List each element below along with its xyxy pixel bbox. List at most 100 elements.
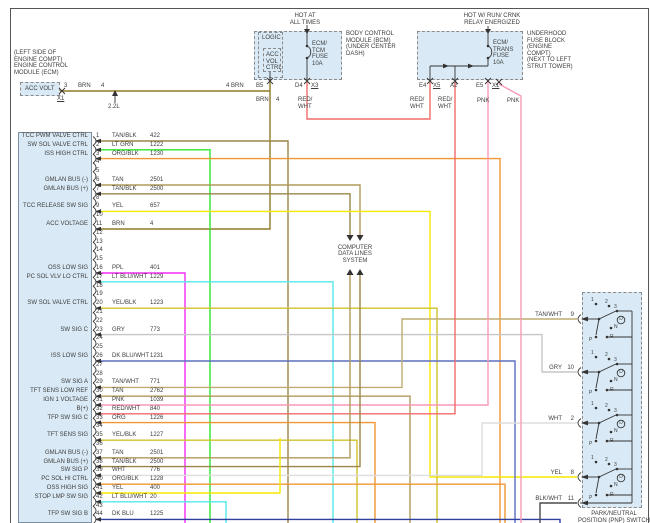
pin-arc <box>92 241 97 252</box>
wire-arrow <box>95 411 101 416</box>
cdl-down-arrow <box>356 235 364 241</box>
wire-iss-low-1231 <box>96 360 516 523</box>
pin-arc <box>92 364 97 375</box>
underhood-fuse-block-box <box>417 31 523 80</box>
bcm-acc-vol-ctrl-box <box>263 48 281 72</box>
wire-pc-sol-hi-1228 <box>96 483 506 523</box>
switch-blade-upper <box>598 468 617 478</box>
switch-blade-upper <box>598 310 617 320</box>
wire-arrow <box>95 482 101 487</box>
d-contact-circle <box>616 368 626 378</box>
pin-x <box>426 77 434 85</box>
pin-arc <box>92 232 97 243</box>
wire-sw-sol-1222 <box>96 149 211 523</box>
down-arrow <box>304 29 310 34</box>
wire-arrow <box>95 464 101 469</box>
pin-arc <box>92 294 97 305</box>
pin-arc <box>92 426 97 437</box>
wire-sw-sig-c-773 <box>96 333 577 373</box>
wire-gmlan-pos-b <box>96 275 361 468</box>
wire-arrow <box>95 420 101 425</box>
pin-arc <box>92 444 97 454</box>
contact-dot <box>594 388 598 392</box>
wire-iss-high-1230 <box>96 157 501 523</box>
wire-oss-low-401 <box>96 272 186 523</box>
switch-blade-lower <box>595 371 600 389</box>
pin-arc <box>92 338 97 349</box>
down-arrow <box>485 29 491 34</box>
wire-arrow <box>95 209 101 214</box>
pin-arc <box>92 347 97 358</box>
wire-tfp-c-1226 <box>96 421 376 523</box>
wire-arrow <box>95 455 101 460</box>
wire-pc-sol-lo-1229 <box>96 281 334 523</box>
contact-dot <box>607 304 611 308</box>
switch-blade-upper <box>598 363 617 373</box>
contact-dot <box>609 430 613 434</box>
cdl-up-arrow <box>346 269 354 275</box>
switch-blade-lower <box>595 422 600 440</box>
pnp-pin-arc <box>577 367 582 377</box>
wire-pnk-branch <box>498 83 522 523</box>
pin-arc <box>92 285 97 296</box>
wire-ign1-1039 <box>96 82 489 406</box>
wire-arrow <box>95 438 101 443</box>
diagram-frame <box>10 8 649 523</box>
contact-dot <box>594 460 598 464</box>
right-arrow <box>468 63 474 69</box>
cdl-down-arrow <box>346 235 354 241</box>
up-arrow <box>112 90 118 96</box>
contact-dot <box>609 379 613 383</box>
wire-oss-high-400 <box>96 438 281 494</box>
wire-arrow <box>95 306 101 311</box>
contact-dot <box>594 302 598 306</box>
right-arrow <box>443 63 449 69</box>
pin-arc <box>92 215 97 226</box>
wire-gmlan-neg-b <box>96 275 351 459</box>
switch-blade-upper <box>598 414 617 424</box>
pin-arc <box>92 171 97 182</box>
d-contact-circle <box>616 315 626 325</box>
contact-dot <box>594 493 598 497</box>
pnp-wire-arrow <box>581 369 588 375</box>
pnp-wire-arrow <box>581 420 588 426</box>
pin-arc <box>92 320 97 331</box>
wire-acc-voltage <box>96 82 271 230</box>
wire-arrow <box>95 517 101 522</box>
pin-arc <box>92 259 97 270</box>
wire-bcm-redwht-loop <box>306 82 431 120</box>
wire-arrow <box>95 182 101 188</box>
pin-x <box>495 78 503 86</box>
wire-arrow <box>95 270 101 276</box>
contact-dot <box>594 335 598 339</box>
pin-arc <box>92 197 97 208</box>
wire-tcc-release-657 <box>96 210 577 478</box>
d-contact-circle <box>616 473 626 483</box>
contact-dot <box>607 357 611 361</box>
wire-b-plus-840 <box>96 82 456 415</box>
pin-x <box>451 77 459 85</box>
fuse-symbol <box>487 45 493 59</box>
pin-arc <box>92 250 97 261</box>
d-contact-circle <box>616 419 626 429</box>
contact-dot <box>609 484 613 488</box>
bcm-logic-box <box>258 32 283 78</box>
contact-dot <box>594 439 598 443</box>
pnp-pin-arc <box>577 314 582 324</box>
wire-arrow <box>95 473 101 478</box>
wire-arrow <box>95 499 101 504</box>
wire-arrow <box>95 147 101 152</box>
wire-arrow <box>95 332 101 337</box>
pnp-pin-arc <box>577 418 582 428</box>
wire-sw-sol-1223 <box>96 307 438 523</box>
wire-tfp-b-1225 <box>96 518 561 523</box>
contact-dot <box>607 408 611 412</box>
wire-tcc-pwm-422 <box>96 140 289 523</box>
contact-dot <box>594 355 598 359</box>
pnp-wire-arrow <box>581 474 588 480</box>
wire-arrow <box>95 138 101 144</box>
pin-x <box>266 77 274 85</box>
pnp-wire-arrow <box>581 316 588 322</box>
